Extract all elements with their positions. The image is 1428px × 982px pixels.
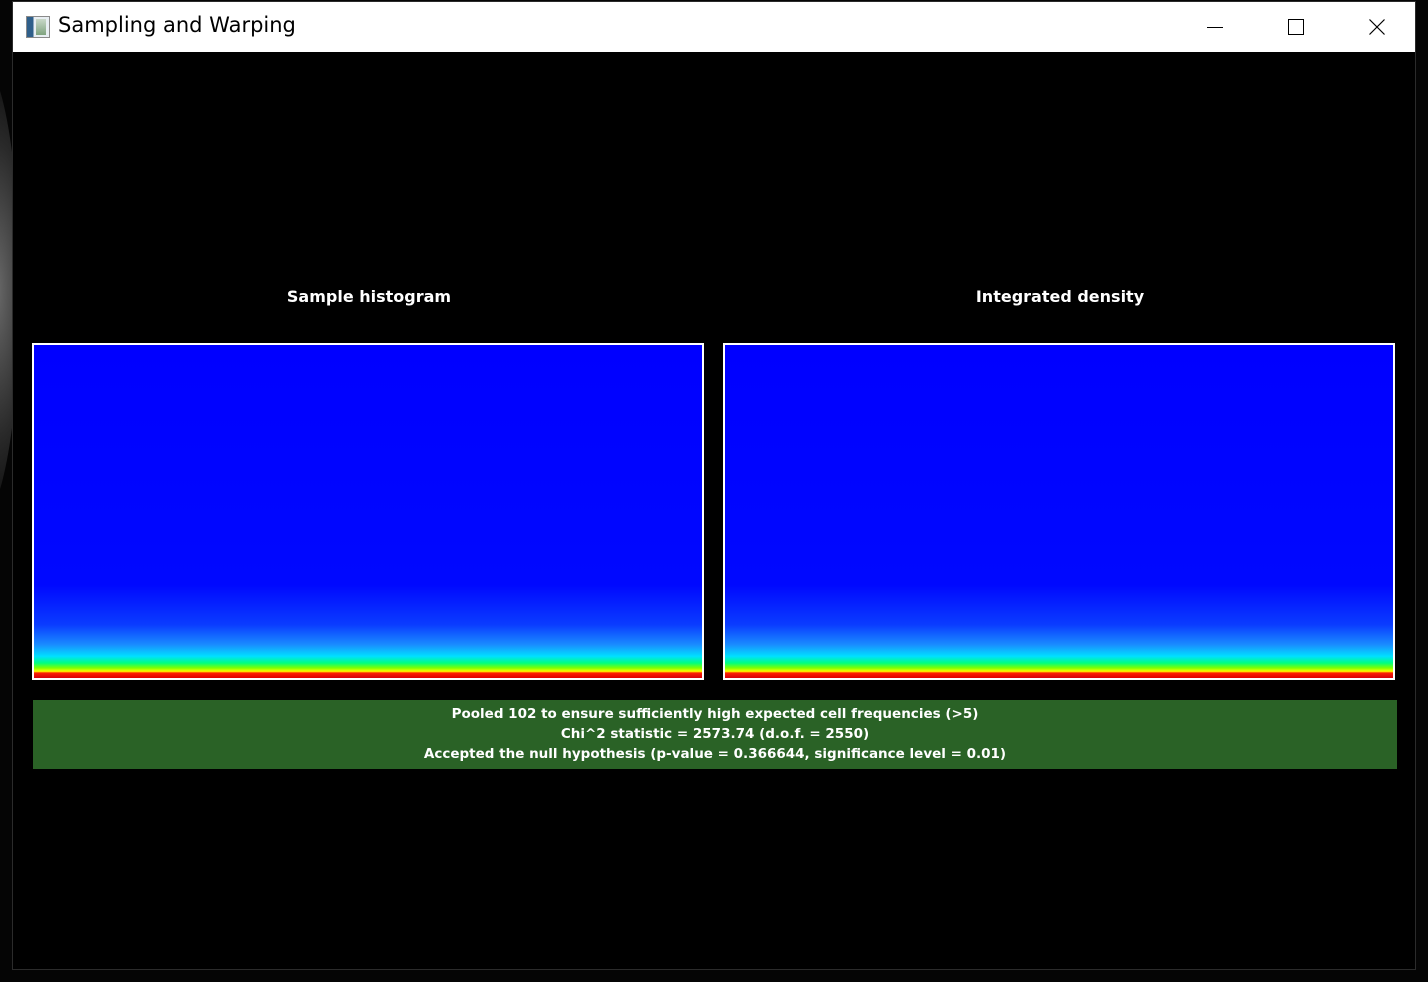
close-button[interactable] <box>1337 2 1418 52</box>
integrated-density-plot <box>723 343 1395 680</box>
title-bar[interactable]: Sampling and Warping <box>13 2 1415 52</box>
minimize-icon <box>1207 27 1223 28</box>
hypothesis-result: Accepted the null hypothesis (p-value = … <box>423 746 1007 762</box>
close-icon <box>1369 19 1385 35</box>
app-icon <box>26 16 50 38</box>
minimize-button[interactable] <box>1175 2 1256 52</box>
maximize-button[interactable] <box>1256 2 1337 52</box>
integrated-density-heatmap <box>725 345 1393 678</box>
chi-square-statistic: Chi^2 statistic = 2573.74 (d.o.f. = 2550… <box>560 726 870 742</box>
app-window: Sampling and Warping Sample histogram In… <box>12 1 1416 970</box>
sample-histogram-plot <box>32 343 704 680</box>
pooling-message: Pooled 102 to ensure sufficiently high e… <box>451 706 979 722</box>
main-canvas: Sample histogram Integrated density <box>13 52 1415 969</box>
integrated-density-title: Integrated density <box>975 287 1145 306</box>
maximize-icon <box>1288 19 1304 35</box>
sample-histogram-heatmap <box>34 345 702 678</box>
window-title: Sampling and Warping <box>58 13 296 37</box>
sample-histogram-title: Sample histogram <box>286 287 452 306</box>
chi-square-result-banner: Pooled 102 to ensure sufficiently high e… <box>33 700 1397 769</box>
